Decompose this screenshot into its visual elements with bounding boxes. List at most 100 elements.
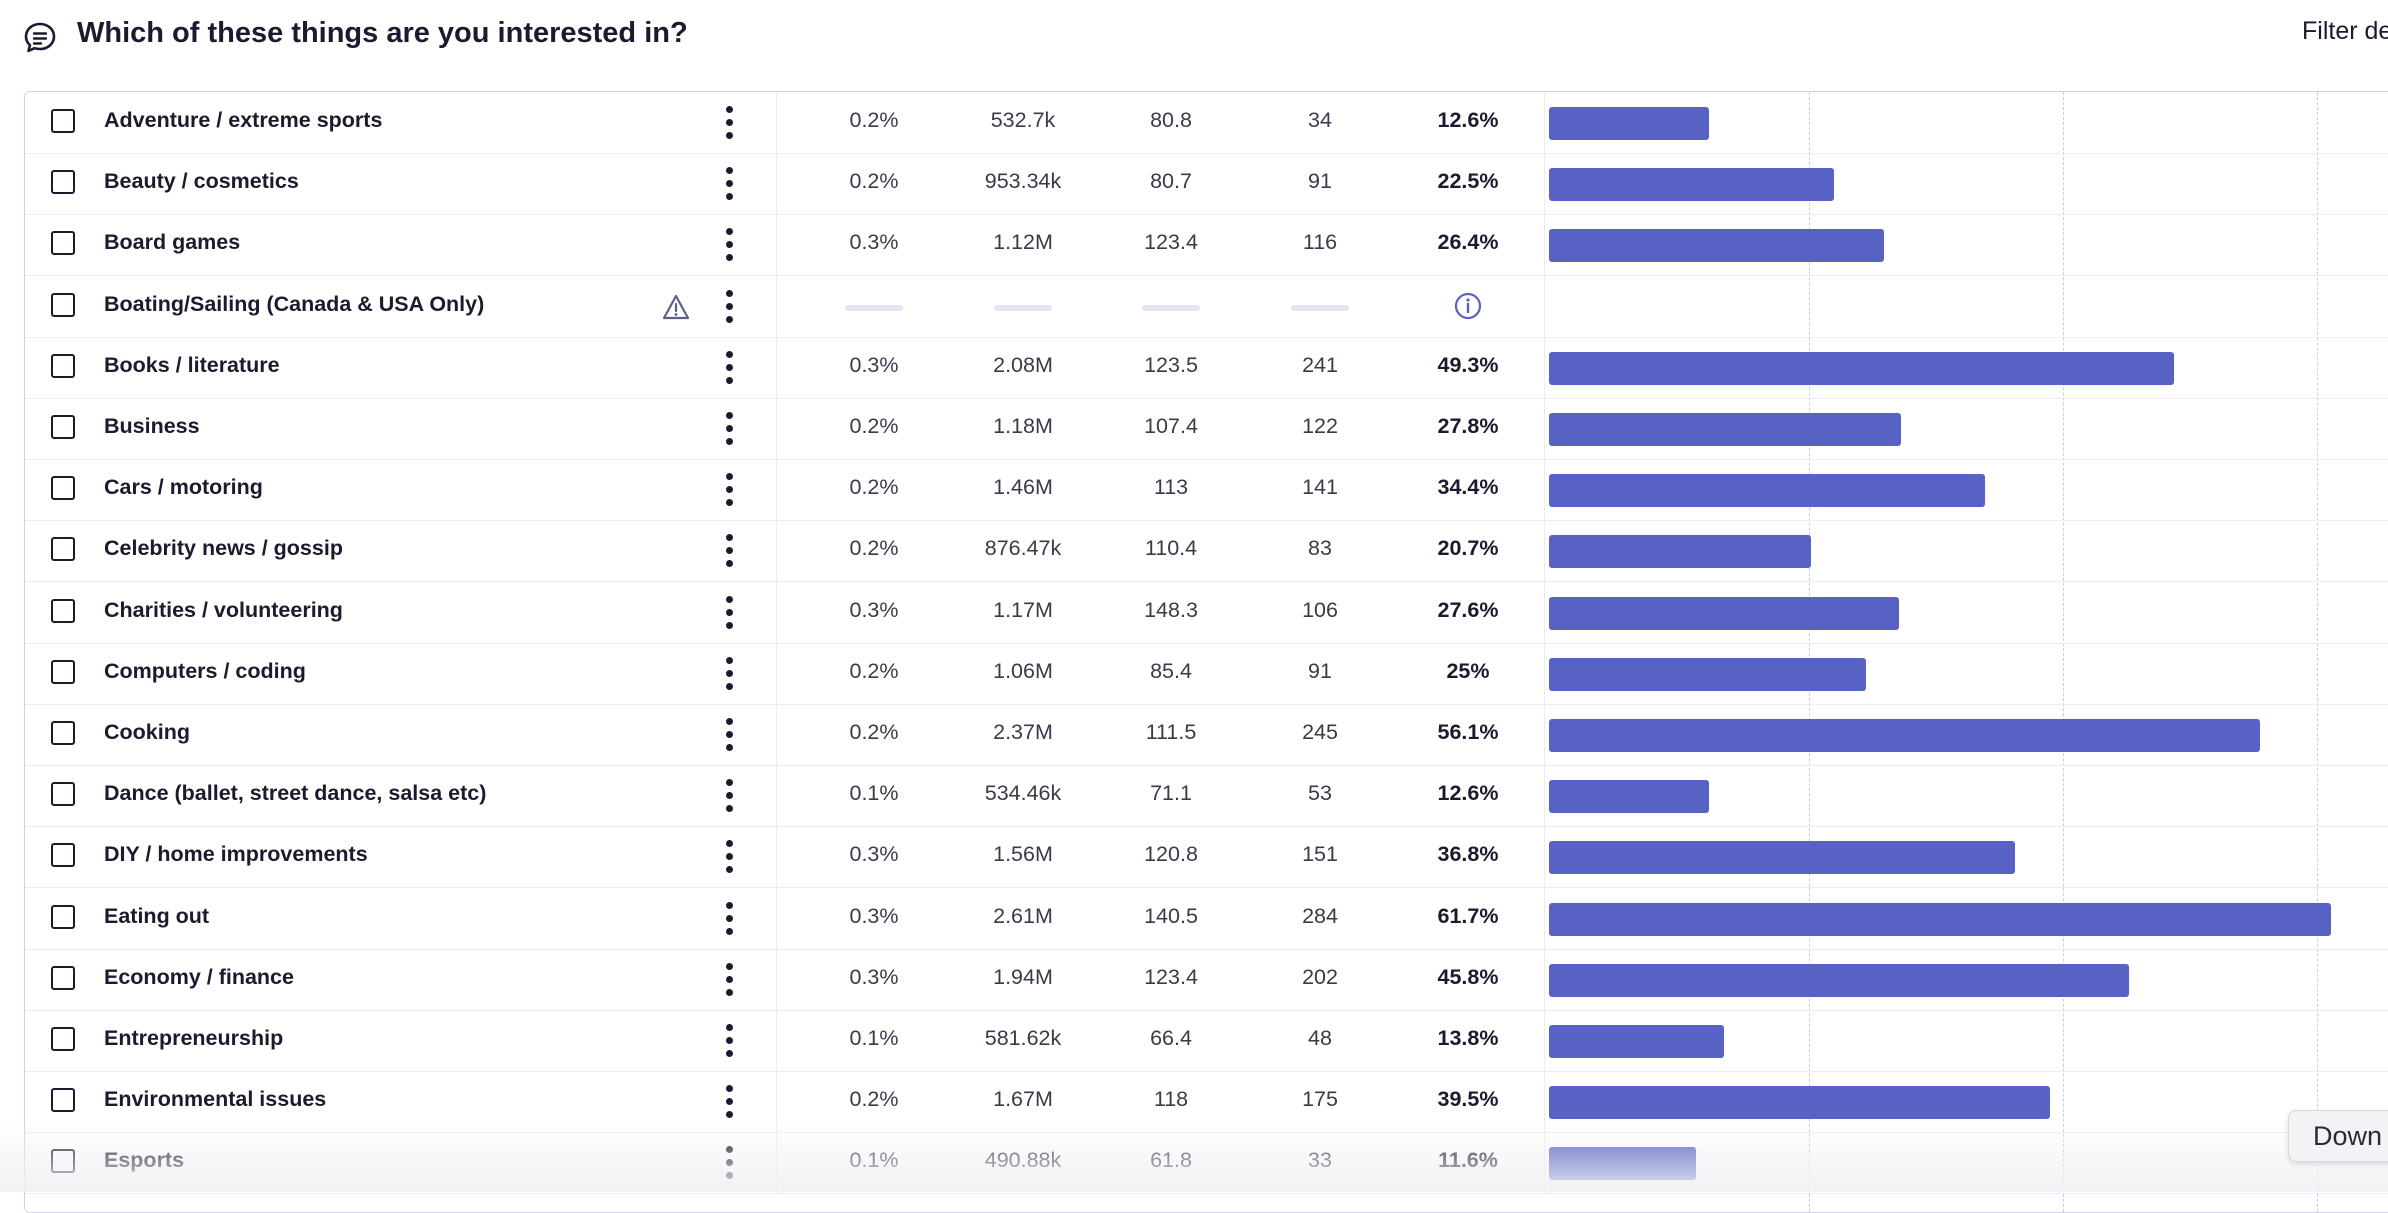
percent-value: 12.6%	[1437, 108, 1499, 132]
table-row[interactable]: Celebrity news / gossip 0.2% 876.47k 110.4 8…	[25, 520, 2388, 583]
row-checkbox[interactable]	[51, 782, 75, 807]
row-checkbox[interactable]	[51, 231, 75, 256]
index-value: 110.4	[1144, 536, 1198, 561]
more-options-icon[interactable]	[723, 167, 735, 201]
more-options-icon[interactable]	[723, 595, 735, 630]
table-row[interactable]: Eating out 0.3% 2.61M 140.5 284 61.7%	[25, 887, 2388, 950]
row-checkbox[interactable]	[51, 1088, 75, 1113]
row-checkbox[interactable]	[51, 292, 75, 317]
more-options-icon[interactable]	[723, 718, 735, 752]
table-row[interactable]: Dance (ballet, street dance, salsa etc) 0…	[25, 765, 2388, 828]
column-divider	[1544, 275, 1545, 337]
table-row[interactable]: Beauty / cosmetics 0.2% 953.34k 80.7 91 22.5%	[25, 153, 2388, 216]
more-options-icon[interactable]	[723, 534, 735, 568]
info-icon[interactable]	[1453, 291, 1483, 321]
column-divider	[1544, 826, 1545, 888]
index-value: 120.8	[1144, 842, 1198, 867]
filter-button[interactable]: Filter de	[2302, 17, 2388, 45]
percent-value: 61.7%	[1437, 903, 1499, 928]
row-checkbox[interactable]	[51, 109, 75, 133]
more-options-icon[interactable]	[723, 289, 735, 324]
sample-count: 175	[1302, 1087, 1338, 1112]
percent-value: 45.8%	[1437, 964, 1499, 989]
percent-bar	[1549, 596, 1899, 630]
percent-value: 56.1%	[1437, 720, 1499, 744]
more-options-icon[interactable]	[723, 962, 735, 997]
share-value: 0.3%	[849, 352, 899, 377]
index-value: 123.4	[1144, 964, 1198, 989]
table-row[interactable]: Books / literature 0.3% 2.08M 123.5 241 49.3%	[25, 336, 2388, 399]
sample-count: 53	[1308, 781, 1332, 806]
row-checkbox[interactable]	[51, 415, 75, 439]
column-divider	[776, 765, 777, 827]
table-row[interactable]: DIY / home improvements 0.3% 1.56M 120.8 151…	[25, 826, 2388, 889]
row-checkbox[interactable]	[51, 904, 75, 929]
table-row[interactable]: Cars / motoring 0.2% 1.46M 113 141 34.4%	[25, 459, 2388, 522]
table-row[interactable]: Entrepreneurship 0.1% 581.62k 66.4 48 13.8%	[25, 1010, 2388, 1072]
percent-bar	[1549, 657, 1866, 691]
column-divider	[776, 581, 777, 643]
table-row[interactable]: Economy / finance 0.3% 1.94M 123.4 202 45.8%	[25, 948, 2388, 1011]
column-divider	[1544, 887, 1545, 949]
audience-size: 1.06M	[993, 658, 1053, 683]
row-checkbox[interactable]	[51, 537, 75, 562]
sample-count: 91	[1308, 169, 1332, 194]
row-checkbox[interactable]	[51, 843, 75, 868]
table-row[interactable]: Board games 0.3% 1.12M 123.4 116 26.4%	[25, 214, 2388, 277]
table-row[interactable]: Boating/Sailing (Canada & USA Only)	[25, 275, 2388, 338]
percent-value: 20.7%	[1437, 536, 1499, 561]
more-options-icon[interactable]	[723, 779, 735, 813]
more-options-icon[interactable]	[723, 228, 735, 262]
table-row[interactable]: Cooking 0.2% 2.37M 111.5 245 56.1%	[25, 704, 2388, 766]
share-value: 0.2%	[849, 1087, 899, 1112]
row-checkbox[interactable]	[51, 659, 75, 684]
column-divider	[776, 642, 777, 704]
results-table: Adventure / extreme sports 0.2% 532.7k 80.8…	[24, 91, 2388, 1213]
row-label: Boating/Sailing (Canada & USA Only)	[104, 291, 485, 316]
column-divider	[1544, 704, 1545, 765]
row-checkbox[interactable]	[51, 170, 75, 195]
audience-size: 2.08M	[993, 352, 1053, 377]
share-value: 0.1%	[849, 781, 899, 806]
row-checkbox[interactable]	[51, 721, 75, 745]
column-divider	[1544, 92, 1545, 153]
more-options-icon[interactable]	[723, 1024, 735, 1058]
index-value: 80.7	[1150, 169, 1192, 194]
more-options-icon[interactable]	[723, 106, 735, 140]
table-row[interactable]: Computers / coding 0.2% 1.06M 85.4 91 25%	[25, 642, 2388, 705]
column-divider	[1544, 153, 1545, 215]
percent-value: 34.4%	[1437, 475, 1499, 500]
chart-gridline	[2317, 92, 2318, 1212]
download-label: Down	[2313, 1121, 2383, 1151]
download-button[interactable]: Down	[2288, 1110, 2388, 1162]
row-checkbox[interactable]	[51, 598, 75, 623]
warning-icon[interactable]	[661, 293, 691, 321]
more-options-icon[interactable]	[723, 1085, 735, 1119]
column-divider	[776, 459, 777, 521]
column-divider	[1544, 459, 1545, 521]
percent-bar	[1549, 229, 1884, 263]
more-options-icon[interactable]	[723, 412, 735, 446]
more-options-icon[interactable]	[723, 656, 735, 691]
table-row[interactable]: Charities / volunteering 0.3% 1.17M 148.3 10…	[25, 581, 2388, 644]
table-row[interactable]: Environmental issues 0.2% 1.67M 118 175 39.5%	[25, 1071, 2388, 1134]
more-options-icon[interactable]	[723, 473, 735, 507]
percent-bar	[1549, 780, 1709, 814]
column-divider	[1544, 948, 1545, 1010]
sample-count: 34	[1308, 108, 1332, 132]
table-row[interactable]: Business 0.2% 1.18M 107.4 122 27.8%	[25, 398, 2388, 460]
more-options-icon[interactable]	[723, 350, 735, 385]
row-label: Dance (ballet, street dance, salsa etc)	[104, 781, 487, 806]
empty-value-dash	[845, 304, 903, 311]
row-label: Cars / motoring	[104, 475, 263, 500]
row-checkbox[interactable]	[51, 965, 75, 990]
audience-size: 1.46M	[993, 475, 1053, 500]
row-checkbox[interactable]	[51, 476, 75, 501]
more-options-icon[interactable]	[723, 840, 735, 874]
percent-value: 27.6%	[1437, 597, 1499, 622]
row-checkbox[interactable]	[51, 353, 75, 378]
row-checkbox[interactable]	[51, 1027, 75, 1051]
row-label: Charities / volunteering	[104, 597, 343, 622]
table-row[interactable]: Adventure / extreme sports 0.2% 532.7k 80.8…	[25, 92, 2388, 154]
more-options-icon[interactable]	[723, 901, 735, 936]
